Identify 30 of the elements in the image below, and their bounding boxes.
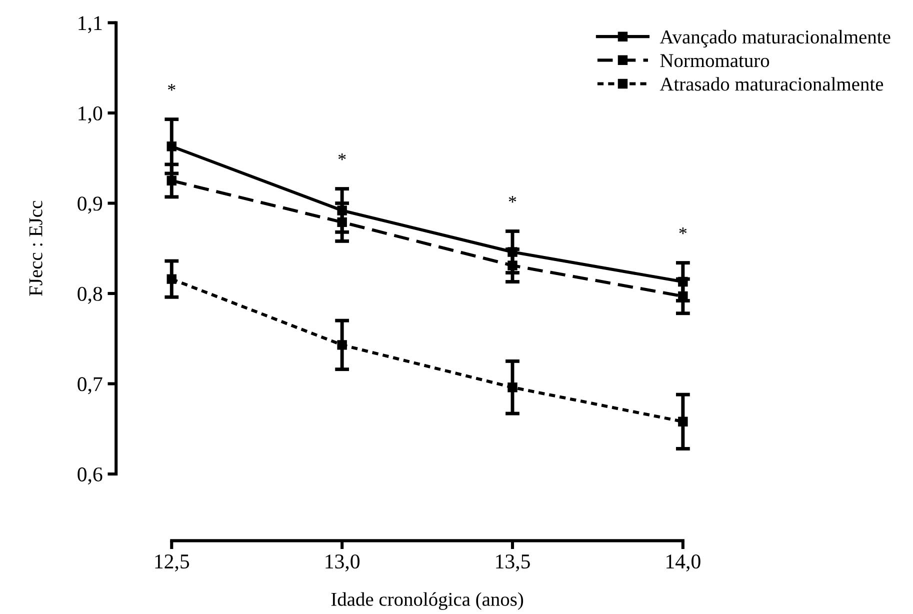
point (166, 142, 177, 152)
point (508, 247, 518, 257)
annotation: * (508, 196, 516, 203)
point (678, 416, 688, 427)
y-tick-label: 0,8 (78, 286, 102, 304)
x-axis-title: Idade cronológica (anos) (331, 592, 524, 610)
y-tick-label: 1,1 (78, 16, 102, 34)
x-tick-label: 12,5 (155, 554, 190, 572)
x-tick-label: 13,5 (496, 554, 530, 572)
x-tick-label: 14,0 (666, 554, 700, 572)
point (508, 382, 518, 392)
legend-label: Atrasado maturacionalmente (660, 77, 884, 91)
x-tick-label: 13,0 (326, 554, 360, 572)
y-tick-label: 1,0 (78, 106, 102, 124)
legend-label: Normomaturo (660, 54, 770, 68)
annotation: * (168, 84, 176, 91)
point (508, 260, 518, 270)
annotation: * (338, 154, 346, 160)
point (678, 276, 688, 287)
annotation: * (679, 228, 687, 234)
y-tick-label: 0,7 (78, 377, 102, 394)
point (166, 176, 177, 186)
point (337, 340, 347, 350)
point (166, 274, 177, 284)
y-axis-title: FJecc : EJcc (29, 200, 42, 296)
legend-label: Avançado maturacionalmente (660, 30, 890, 48)
y-tick-label: 0,6 (78, 467, 102, 484)
y-tick-label: 0,9 (78, 196, 102, 214)
point (337, 206, 347, 216)
point (337, 217, 347, 228)
